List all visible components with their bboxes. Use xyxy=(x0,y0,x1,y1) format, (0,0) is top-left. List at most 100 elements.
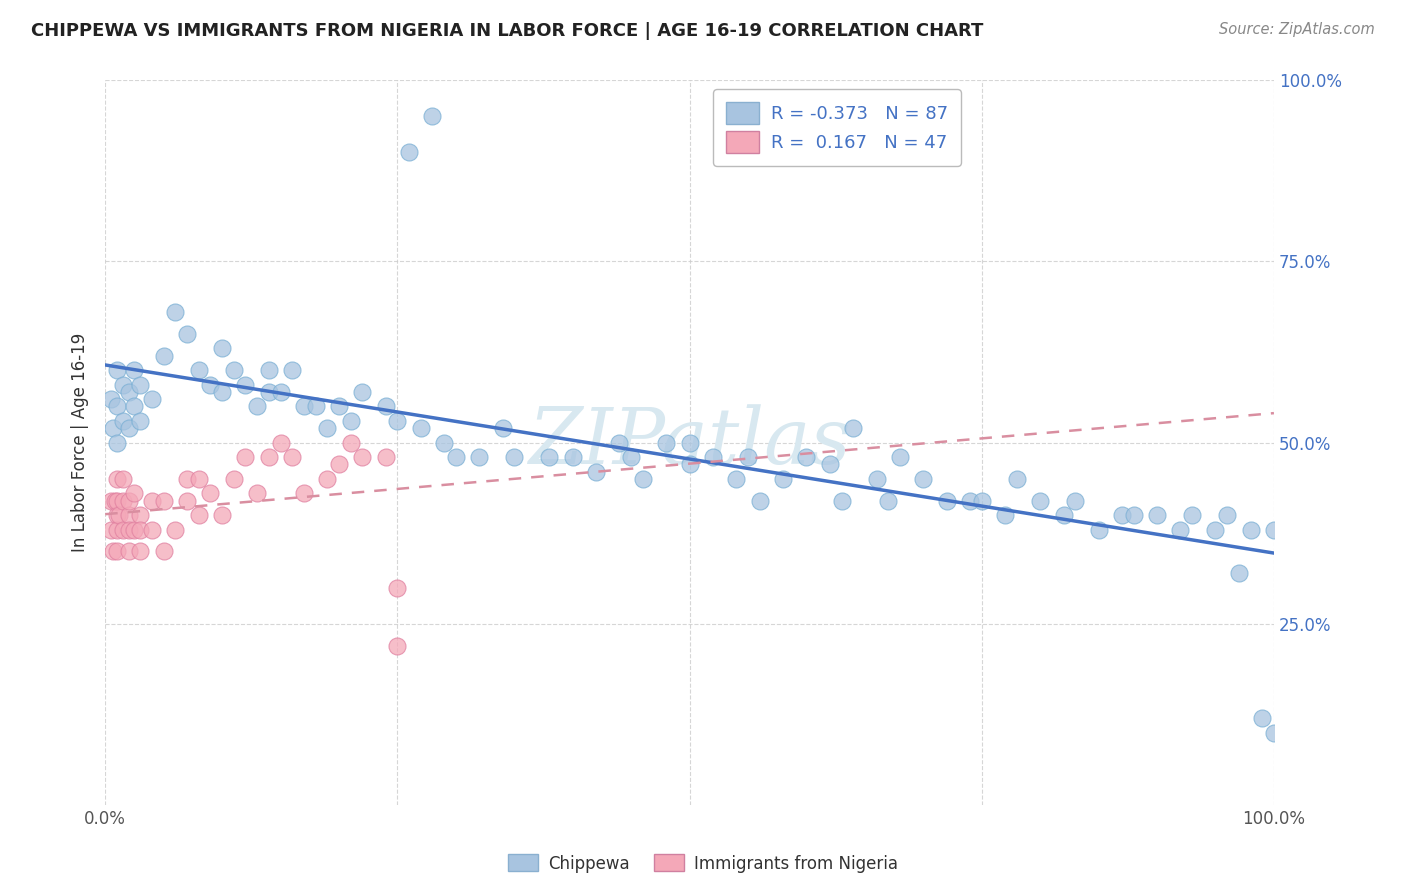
Point xyxy=(678,457,700,471)
Point xyxy=(725,472,748,486)
Point xyxy=(631,472,654,486)
Point xyxy=(165,523,187,537)
Point xyxy=(678,435,700,450)
Point xyxy=(304,399,326,413)
Point xyxy=(222,472,245,486)
Point xyxy=(1181,508,1204,522)
Point xyxy=(620,450,643,464)
Point xyxy=(165,305,187,319)
Point xyxy=(129,414,152,428)
Point xyxy=(141,493,163,508)
Point xyxy=(772,472,794,486)
Point xyxy=(339,414,361,428)
Point xyxy=(281,363,304,377)
Point xyxy=(1005,472,1028,486)
Point xyxy=(124,486,146,500)
Point xyxy=(585,465,607,479)
Point xyxy=(328,399,350,413)
Text: CHIPPEWA VS IMMIGRANTS FROM NIGERIA IN LABOR FORCE | AGE 16-19 CORRELATION CHART: CHIPPEWA VS IMMIGRANTS FROM NIGERIA IN L… xyxy=(31,22,983,40)
Point xyxy=(270,384,292,399)
Point xyxy=(105,523,128,537)
Legend: Chippewa, Immigrants from Nigeria: Chippewa, Immigrants from Nigeria xyxy=(501,847,905,880)
Point xyxy=(111,523,134,537)
Point xyxy=(152,544,174,558)
Point xyxy=(609,435,631,450)
Point xyxy=(176,472,198,486)
Point xyxy=(818,457,841,471)
Y-axis label: In Labor Force | Age 16-19: In Labor Force | Age 16-19 xyxy=(72,333,89,552)
Point xyxy=(877,493,900,508)
Point xyxy=(105,435,128,450)
Point xyxy=(1251,711,1274,725)
Point xyxy=(912,472,935,486)
Point xyxy=(292,399,315,413)
Point xyxy=(959,493,981,508)
Point xyxy=(409,421,432,435)
Point xyxy=(561,450,583,464)
Point xyxy=(292,486,315,500)
Point xyxy=(211,508,233,522)
Point xyxy=(235,377,257,392)
Point xyxy=(105,493,128,508)
Point xyxy=(211,341,233,355)
Point xyxy=(748,493,770,508)
Point xyxy=(129,377,152,392)
Point xyxy=(702,450,724,464)
Point xyxy=(352,384,374,399)
Point xyxy=(111,377,134,392)
Point xyxy=(1122,508,1144,522)
Point xyxy=(105,544,128,558)
Point xyxy=(103,421,125,435)
Point xyxy=(398,145,420,160)
Point xyxy=(387,581,409,595)
Point xyxy=(1216,508,1239,522)
Point xyxy=(200,486,222,500)
Point xyxy=(235,450,257,464)
Point xyxy=(1263,725,1285,739)
Legend: R = -0.373   N = 87, R =  0.167   N = 47: R = -0.373 N = 87, R = 0.167 N = 47 xyxy=(713,89,962,166)
Point xyxy=(100,493,122,508)
Point xyxy=(422,109,444,123)
Point xyxy=(117,384,139,399)
Point xyxy=(1170,523,1192,537)
Point xyxy=(1064,493,1087,508)
Point xyxy=(257,384,280,399)
Text: ZIPatlas: ZIPatlas xyxy=(529,404,851,481)
Point xyxy=(994,508,1017,522)
Point xyxy=(831,493,853,508)
Point xyxy=(1029,493,1052,508)
Point xyxy=(387,639,409,653)
Point xyxy=(105,472,128,486)
Point xyxy=(117,508,139,522)
Point xyxy=(1263,523,1285,537)
Point xyxy=(152,493,174,508)
Point xyxy=(328,457,350,471)
Point xyxy=(124,363,146,377)
Point xyxy=(970,493,993,508)
Point xyxy=(1205,523,1227,537)
Point xyxy=(111,414,134,428)
Point xyxy=(444,450,467,464)
Point xyxy=(1227,566,1250,580)
Point xyxy=(737,450,759,464)
Point xyxy=(141,523,163,537)
Point xyxy=(129,523,152,537)
Point xyxy=(117,544,139,558)
Point xyxy=(117,421,139,435)
Point xyxy=(152,349,174,363)
Point xyxy=(187,472,209,486)
Text: Source: ZipAtlas.com: Source: ZipAtlas.com xyxy=(1219,22,1375,37)
Point xyxy=(100,392,122,406)
Point xyxy=(1239,523,1261,537)
Point xyxy=(100,523,122,537)
Point xyxy=(124,399,146,413)
Point xyxy=(387,414,409,428)
Point xyxy=(117,523,139,537)
Point xyxy=(129,508,152,522)
Point xyxy=(187,508,209,522)
Point xyxy=(257,363,280,377)
Point xyxy=(105,363,128,377)
Point xyxy=(1146,508,1168,522)
Point xyxy=(316,421,339,435)
Point xyxy=(316,472,339,486)
